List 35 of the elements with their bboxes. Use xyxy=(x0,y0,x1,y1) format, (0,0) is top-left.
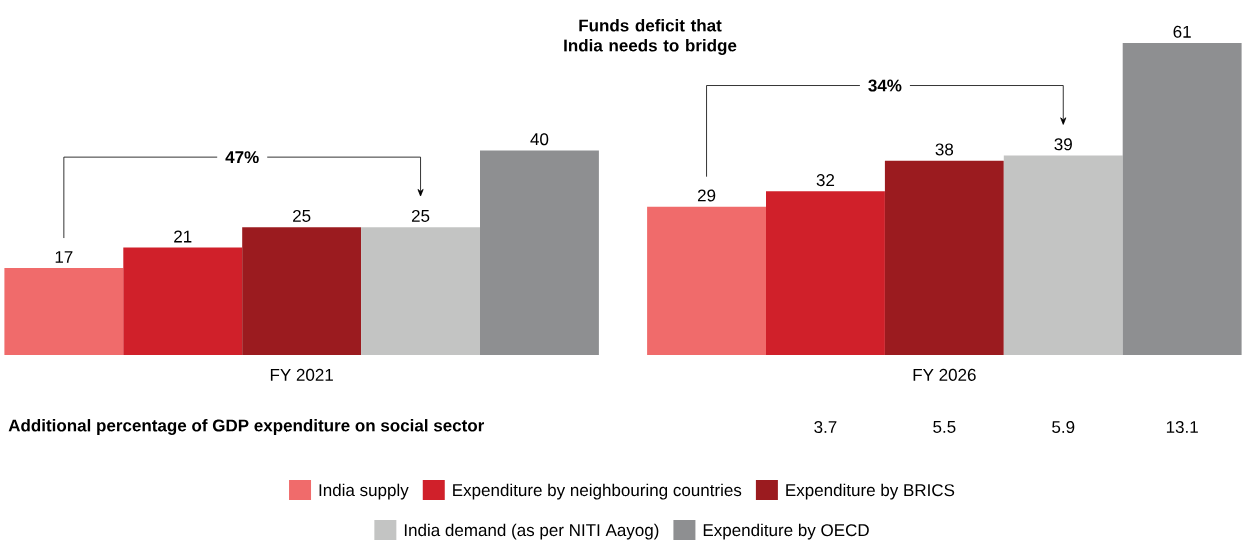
data-label: 32 xyxy=(816,174,835,187)
annotation: 34% xyxy=(868,79,902,92)
data-label: 38 xyxy=(935,143,954,156)
bar xyxy=(4,268,124,355)
annotation: 47% xyxy=(225,151,259,164)
legend-label: Expenditure by neighbouring countries xyxy=(453,483,742,500)
bar xyxy=(1003,155,1123,355)
bar xyxy=(480,150,599,355)
bar xyxy=(647,206,766,355)
text: 5.5 xyxy=(933,421,956,433)
bar xyxy=(766,191,885,355)
bar xyxy=(123,247,243,355)
data-label: 29 xyxy=(697,189,716,202)
bar xyxy=(361,227,480,355)
x-tick-label: FY 2021 xyxy=(270,368,333,381)
legend-label: Expenditure by BRICS xyxy=(786,483,955,500)
legend-label: India demand (as per NITI Aayog) xyxy=(404,523,659,540)
data-label: 40 xyxy=(530,133,549,146)
text: 5.9 xyxy=(1052,420,1075,434)
data-label: 25 xyxy=(411,209,430,222)
data-label: 39 xyxy=(1054,138,1072,151)
text: 3.7 xyxy=(814,420,837,434)
data-label: 25 xyxy=(293,209,311,222)
data-label: 61 xyxy=(1173,25,1191,38)
legend-label: Expenditure by OECD xyxy=(703,523,869,540)
bar xyxy=(1122,43,1242,355)
x-tick-label: FY 2026 xyxy=(913,368,976,381)
bar xyxy=(884,160,1004,355)
data-label: 21 xyxy=(174,230,192,243)
chart-title: Funds deficit that India needs to bridge xyxy=(564,19,737,55)
text: Additional percentage of GDP expenditure on social sector xyxy=(8,419,485,435)
bar xyxy=(242,227,362,355)
data-label: 17 xyxy=(55,251,73,263)
text: 13.1 xyxy=(1166,420,1198,434)
legend-label: India supply xyxy=(319,483,409,500)
